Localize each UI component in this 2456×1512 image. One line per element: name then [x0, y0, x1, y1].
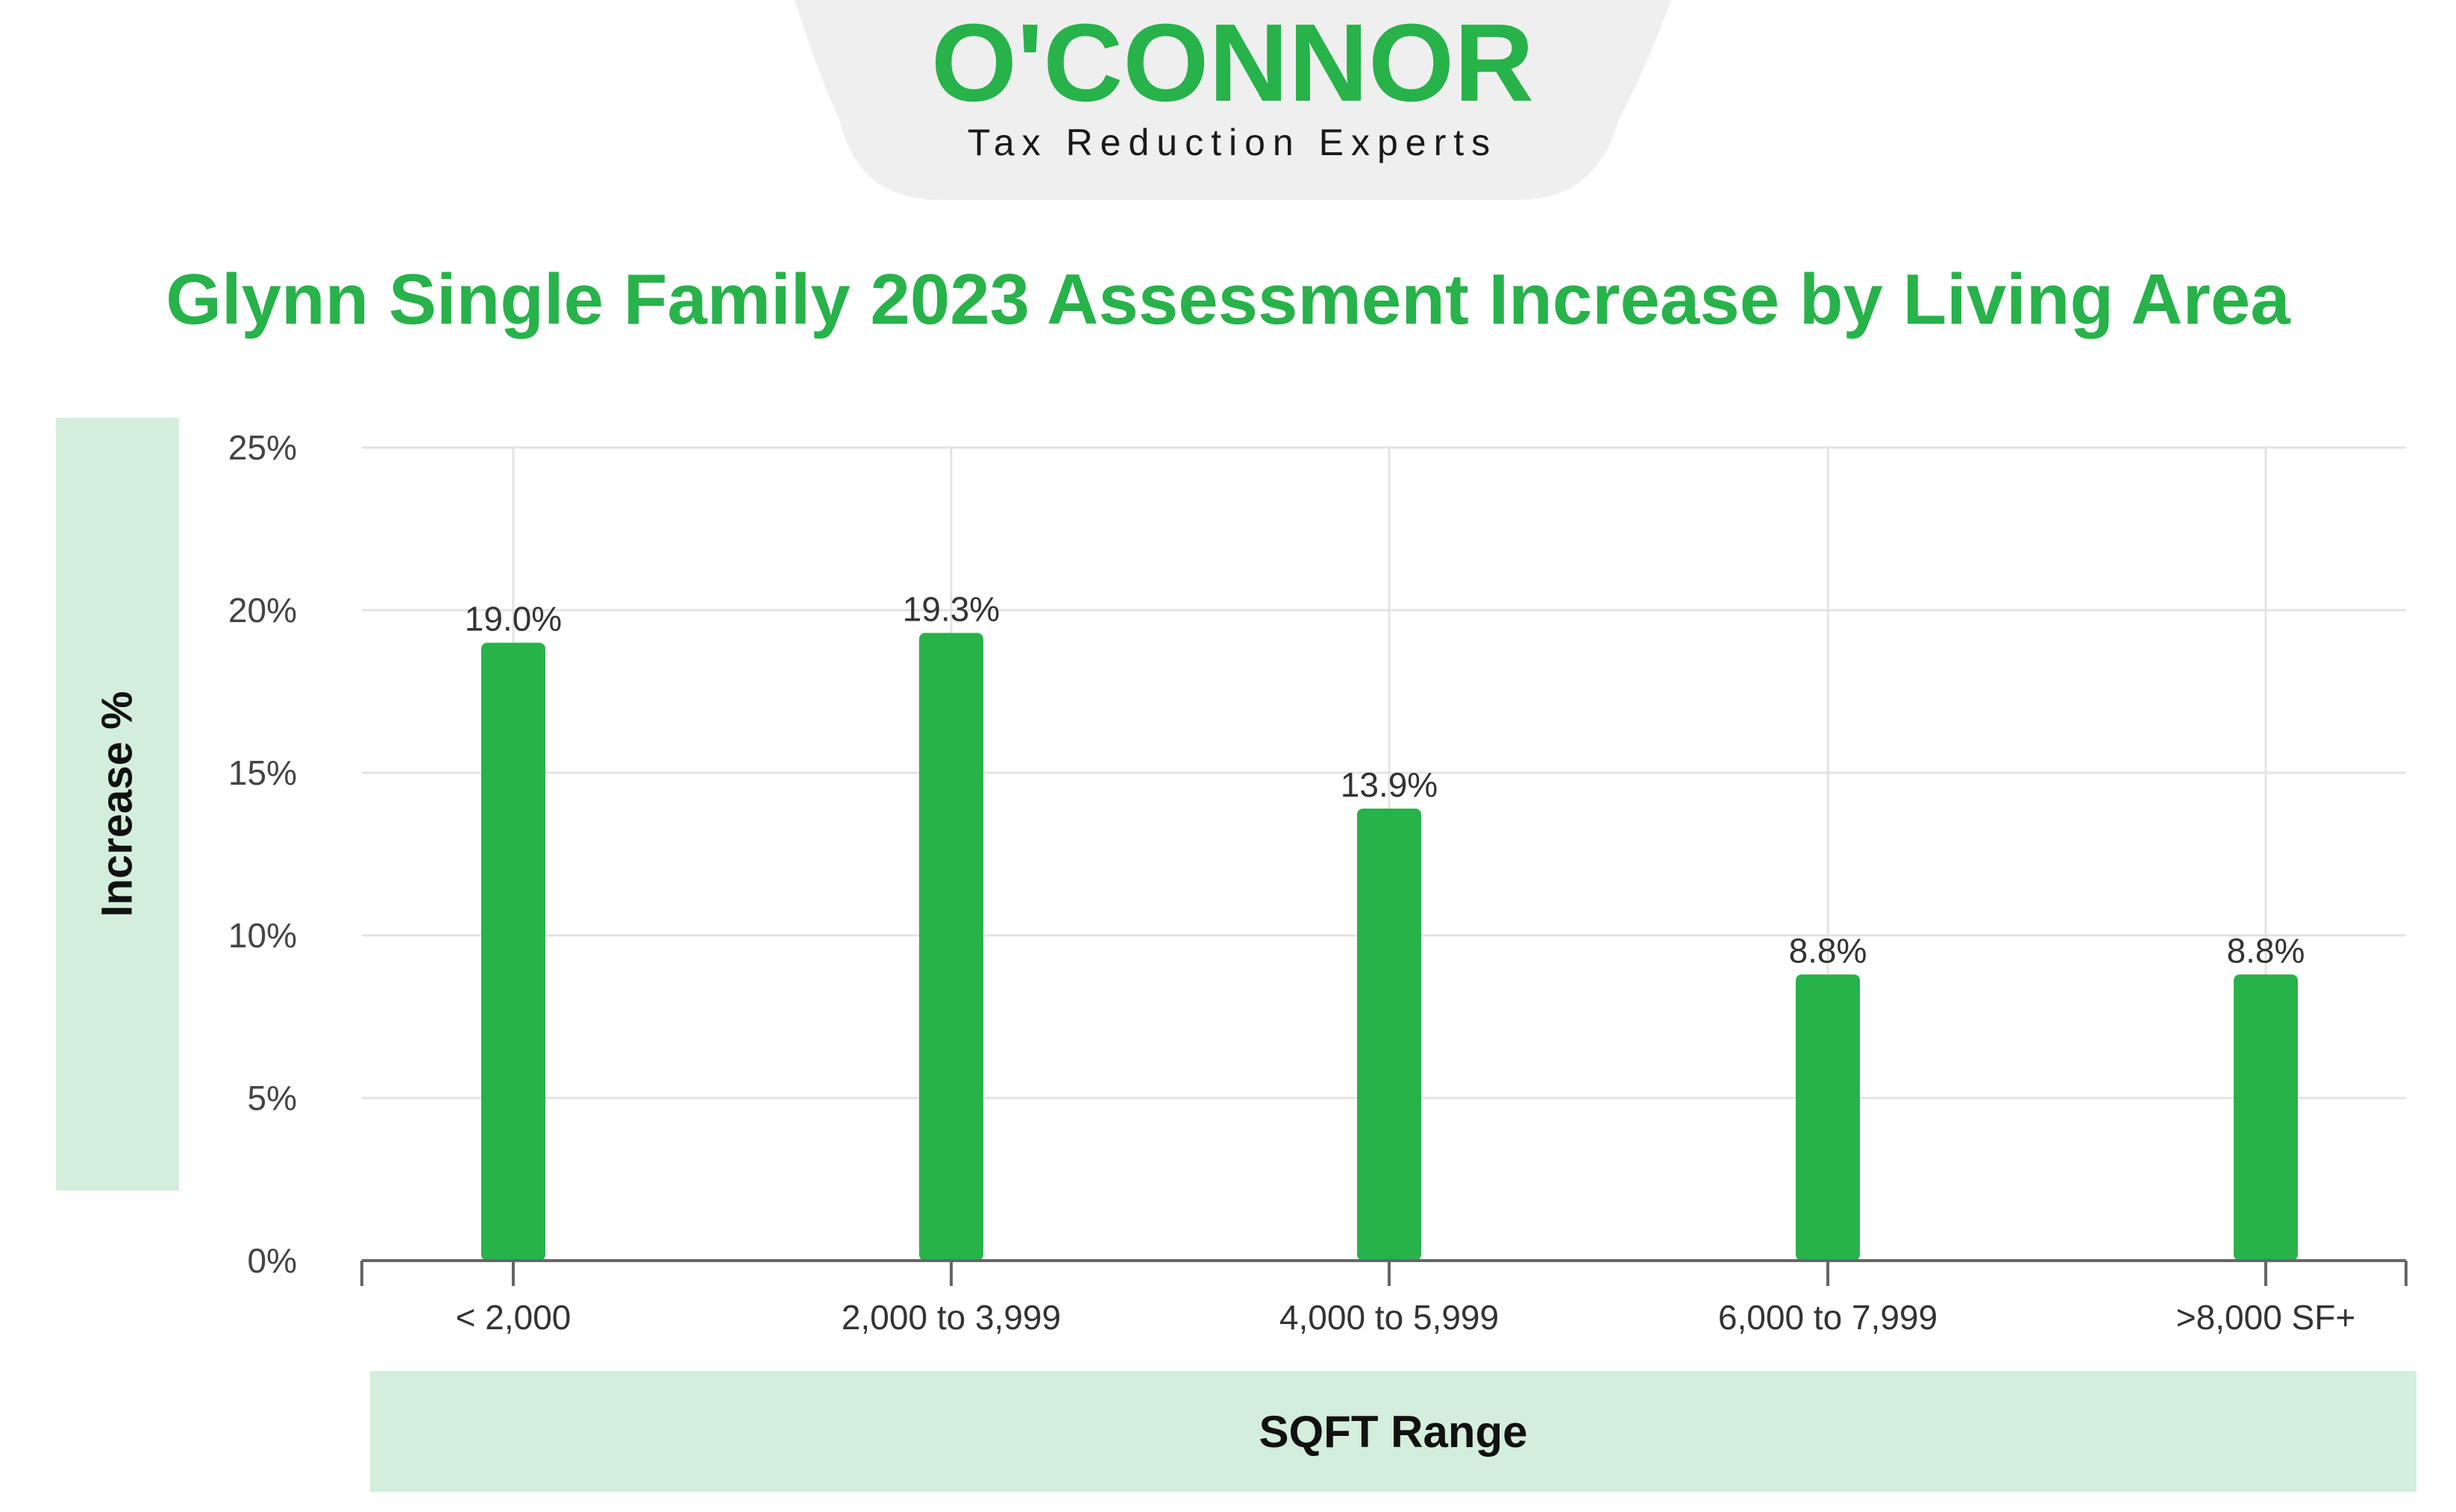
bar-value-label: 19.0%: [465, 600, 562, 639]
bar-value-label: 19.3%: [903, 590, 1000, 629]
y-tick-label: 15%: [228, 753, 297, 792]
value-labels: 19.0% 19.3% 13.9% 8.8% 8.8%: [465, 590, 2305, 970]
x-tick-label: >8,000 SF+: [2176, 1298, 2355, 1337]
x-tick-labels: < 2,000 2,000 to 3,999 4,000 to 5,999 6,000…: [456, 1298, 2356, 1337]
x-axis-label-box: SQFT Range: [370, 1371, 2416, 1492]
x-tick-label: < 2,000: [456, 1298, 571, 1337]
bar: [1357, 808, 1421, 1261]
logo-wordmark: O'CONNOR: [931, 1, 1534, 125]
x-tick-label: 6,000 to 7,999: [1718, 1298, 1937, 1337]
bar: [919, 633, 983, 1261]
bar: [2234, 974, 2298, 1261]
y-tick-label: 0%: [248, 1241, 297, 1280]
bar-value-label: 13.9%: [1341, 765, 1438, 804]
x-axis: [360, 1259, 2408, 1286]
bar-value-label: 8.8%: [2227, 931, 2305, 970]
bar-value-label: 8.8%: [1789, 931, 1867, 970]
x-axis-label: SQFT Range: [1259, 1406, 1528, 1457]
bar: [1796, 974, 1860, 1261]
y-tick-labels: 0% 5% 10% 15% 20% 25%: [228, 428, 297, 1280]
logo-tagline: Tax Reduction Experts: [968, 122, 1497, 163]
y-tick-label: 25%: [228, 428, 297, 467]
y-tick-label: 10%: [228, 916, 297, 955]
y-tick-label: 5%: [248, 1079, 297, 1117]
x-tick-label: 2,000 to 3,999: [842, 1298, 1061, 1337]
logo-badge: O'CONNOR Tax Reduction Experts: [795, 0, 1671, 200]
bar: [481, 642, 545, 1261]
y-axis-label-box: [56, 418, 179, 1191]
bars: [481, 633, 2298, 1261]
chart-title: Glynn Single Family 2023 Assessment Incr…: [166, 260, 2290, 339]
logo-header: O'CONNOR Tax Reduction Experts: [0, 0, 2456, 209]
y-tick-label: 20%: [228, 591, 297, 630]
x-tick-label: 4,000 to 5,999: [1279, 1298, 1499, 1337]
